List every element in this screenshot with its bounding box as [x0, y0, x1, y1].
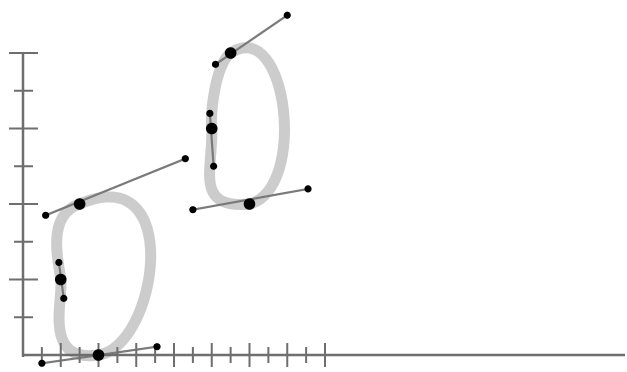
closed-curve-lower-left — [51, 191, 157, 362]
anchor-point — [224, 47, 237, 59]
points-layer — [38, 11, 312, 367]
control-point — [153, 343, 161, 351]
control-point — [211, 60, 220, 68]
curves-layer — [51, 42, 290, 362]
axes — [9, 52, 625, 367]
anchor-point — [205, 122, 218, 135]
anchor-point — [73, 198, 86, 210]
closed-curve-upper-right — [204, 42, 290, 210]
control-point — [189, 206, 197, 214]
anchor-point — [92, 349, 105, 361]
control-point — [38, 359, 46, 367]
control-point — [210, 162, 218, 170]
control-point — [55, 258, 63, 267]
control-point — [60, 294, 68, 302]
control-point — [206, 109, 214, 117]
control-point — [304, 185, 312, 193]
anchor-point — [54, 273, 67, 286]
control-handle-line — [208, 113, 215, 167]
control-handle-line — [45, 157, 186, 217]
control-point — [283, 11, 291, 19]
control-handle-line — [214, 14, 288, 66]
anchor-point — [243, 198, 256, 210]
control-point — [42, 211, 50, 219]
control-point — [181, 155, 189, 163]
